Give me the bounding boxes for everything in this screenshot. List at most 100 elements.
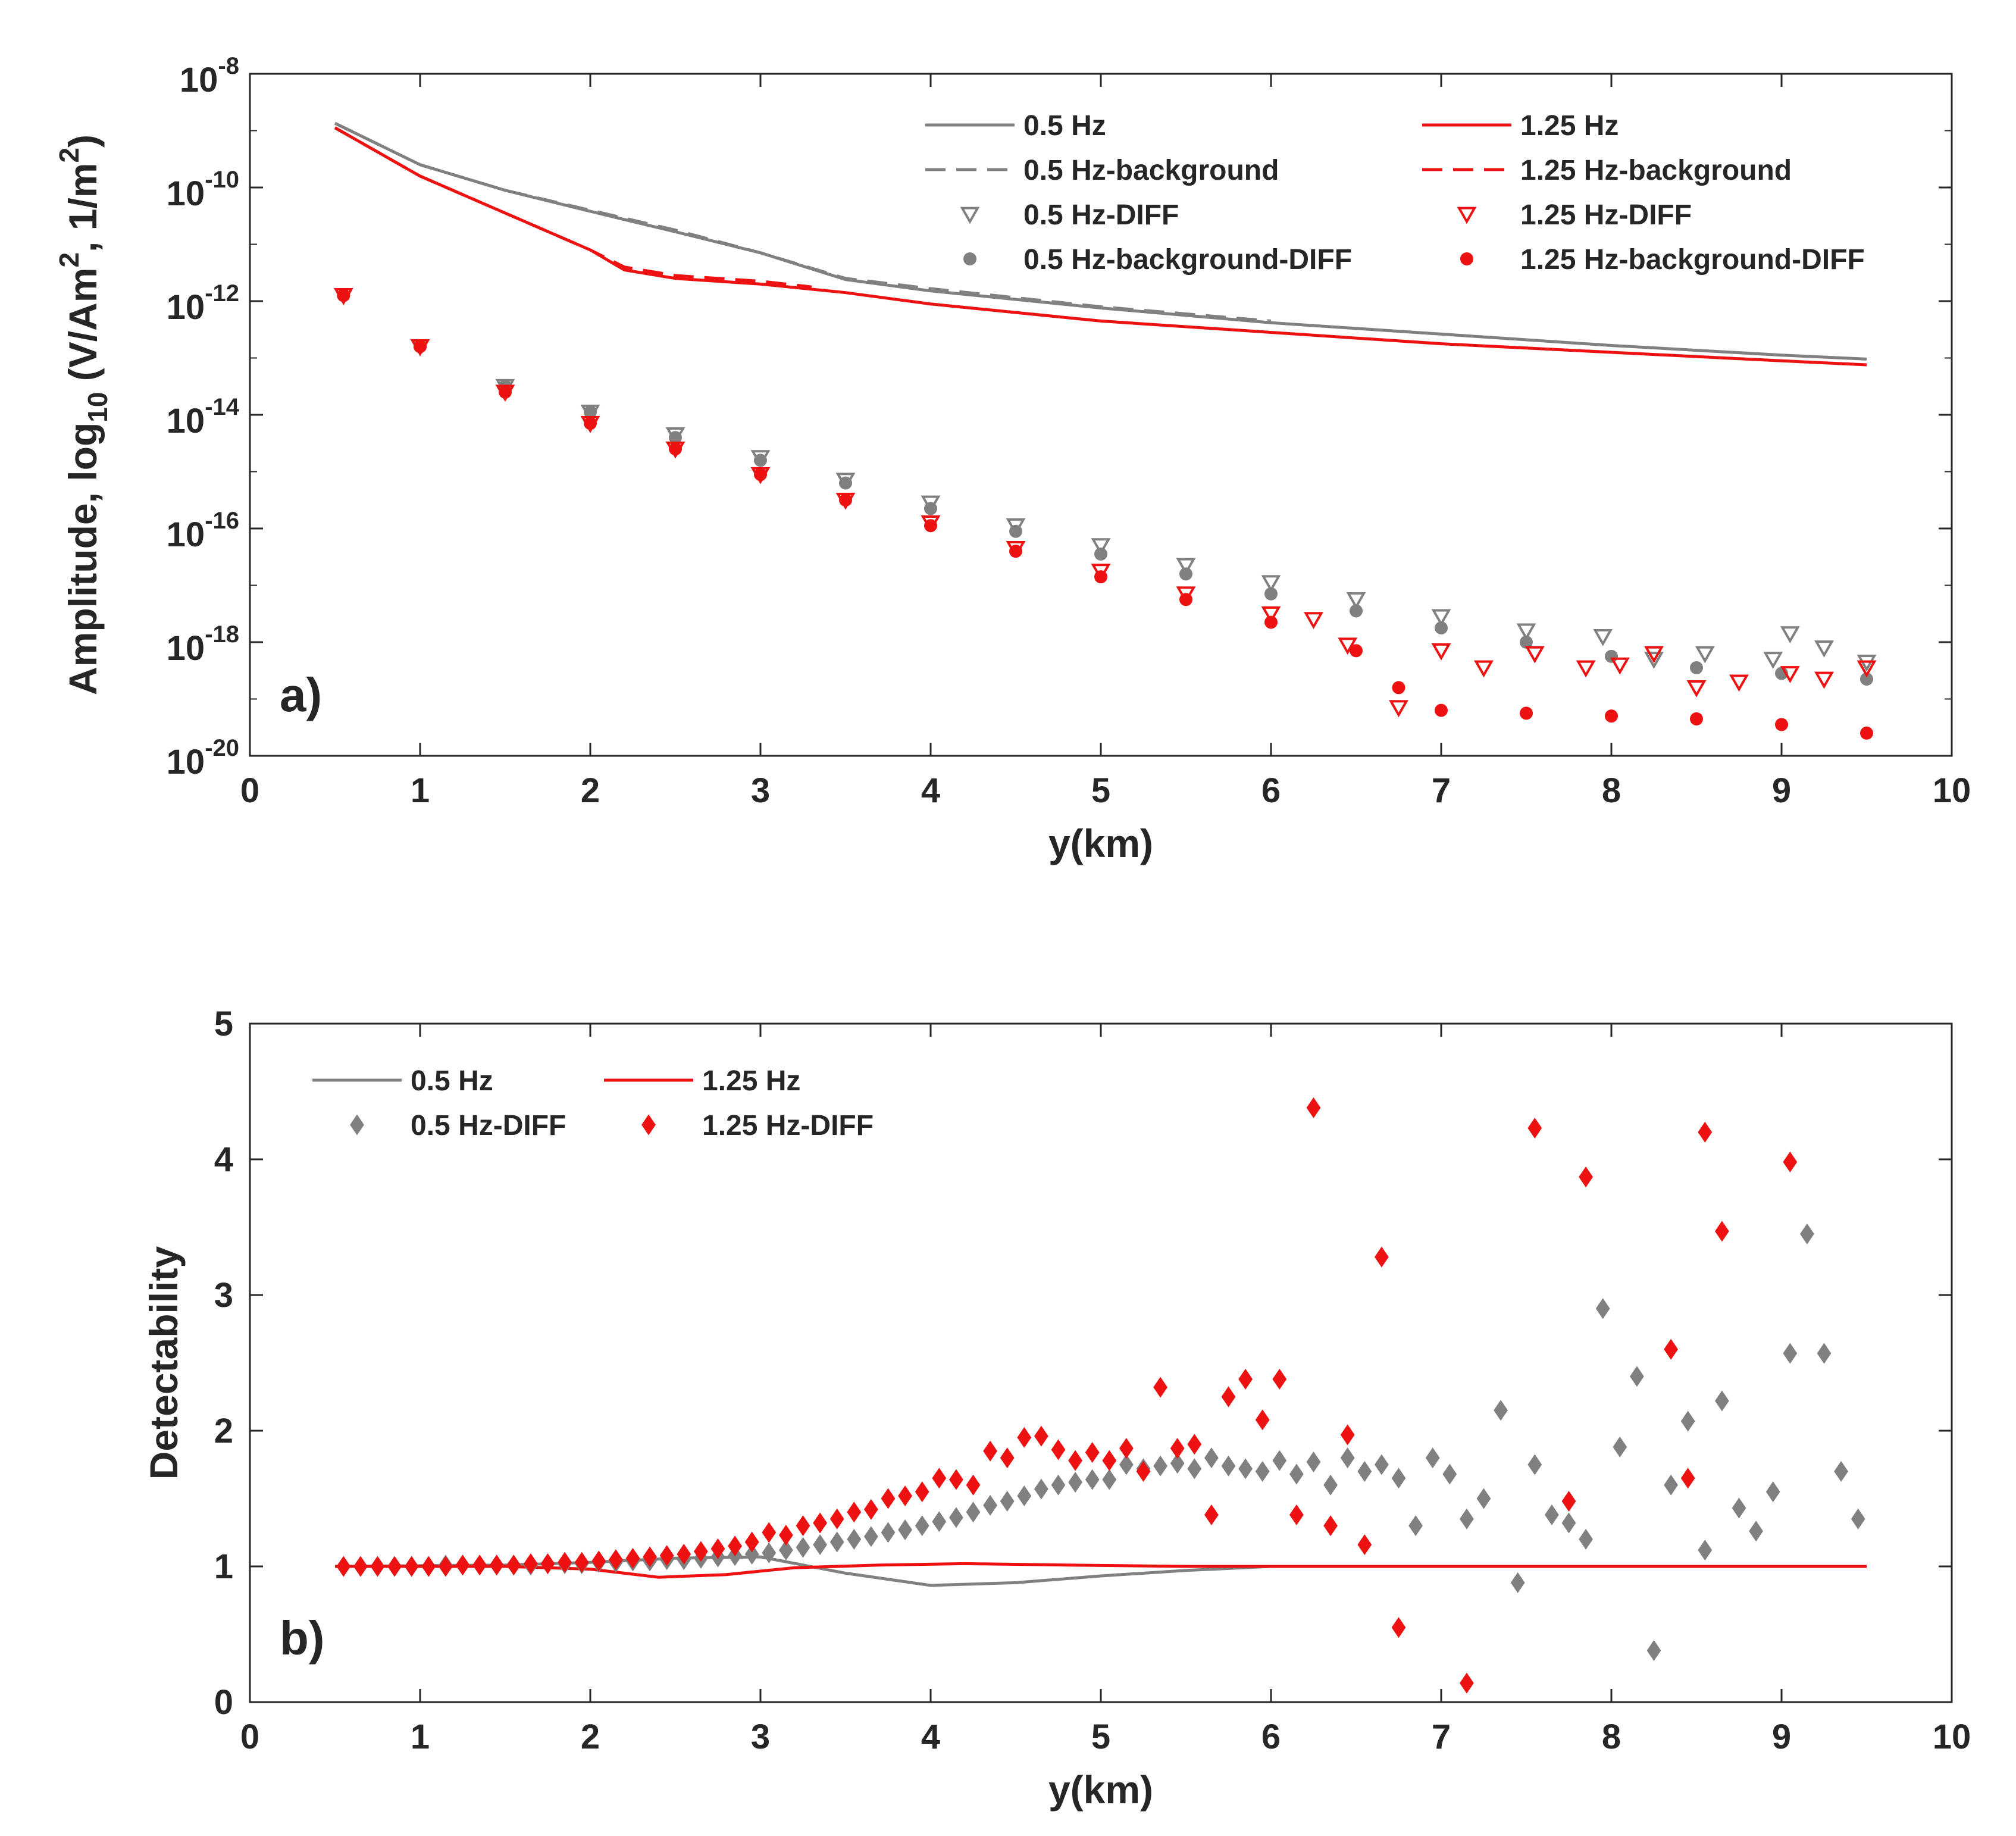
- marker-1-25-hz-diff: [1610, 657, 1630, 675]
- legend-label: 0.5 Hz: [411, 1065, 493, 1097]
- y-tick-label: 4: [214, 1140, 233, 1179]
- marker-0-5-hz-diff: [1102, 1469, 1117, 1490]
- y-tick-label: 10-10: [167, 167, 239, 213]
- marker-0-5-hz-diff: [1323, 1474, 1338, 1496]
- legend-entry: 0.5 Hz-background: [925, 155, 1279, 186]
- panel-a: 0 1 2 3 4 5 6 7 8 9 10 10-8 10-10 10-12 10-14 10-16 10-1…: [54, 53, 1971, 865]
- marker-1-25-hz-diff: [1068, 1450, 1082, 1471]
- marker-1-25-hz-diff: [1527, 1118, 1542, 1139]
- x-tick-label: 3: [751, 1718, 770, 1756]
- y-tick-label: 10-12: [167, 280, 239, 327]
- marker-1-25-hz-diff: [643, 1546, 657, 1568]
- marker-1-25-hz-diff: [574, 1552, 589, 1573]
- marker-1-25-hz-diff: [370, 1556, 385, 1577]
- marker-0-5-hz-diff: [1579, 1528, 1593, 1550]
- x-tick-label: 5: [1091, 771, 1110, 810]
- x-tick-label: 4: [921, 771, 940, 810]
- marker-0-5-hz-diff: [1425, 1447, 1440, 1469]
- marker-1-25-hz-diff: [1304, 612, 1323, 630]
- marker-0-5-hz-background-diff: [1009, 524, 1022, 538]
- legend-entry: 0.5 Hz-DIFF: [960, 199, 1179, 231]
- marker-0-5-hz-background-diff: [1094, 547, 1107, 561]
- marker-1-25-hz-diff: [898, 1485, 912, 1506]
- marker-0-5-hz-diff: [1510, 1572, 1525, 1593]
- marker-0-5-hz-diff: [1545, 1504, 1559, 1525]
- marker-0-5-hz-diff: [1695, 646, 1715, 664]
- marker-1-25-hz-diff: [1524, 646, 1545, 664]
- marker-1-25-hz-diff: [710, 1538, 725, 1559]
- marker-1-25-hz-diff: [1857, 660, 1877, 678]
- marker-0-5-hz-diff: [1783, 1343, 1798, 1364]
- marker-0-5-hz-background-diff: [1860, 673, 1873, 686]
- marker-1-25-hz-diff: [779, 1525, 793, 1546]
- x-tick-label: 10: [1933, 1718, 1971, 1756]
- marker-1-25-hz-background-diff: [754, 468, 767, 481]
- y-tick-label: 10-16: [167, 508, 239, 554]
- marker-0-5-hz-background-diff: [1264, 587, 1278, 600]
- marker-0-5-hz-diff: [1375, 1454, 1389, 1475]
- marker-1-25-hz-background-diff: [1605, 709, 1618, 723]
- marker-1-25-hz-diff: [1289, 1504, 1304, 1525]
- marker-0-5-hz-diff: [1814, 640, 1834, 658]
- marker-0-5-hz-diff: [1431, 609, 1451, 627]
- marker-1-25-hz-diff: [796, 1515, 810, 1537]
- marker-0-5-hz-diff: [813, 1534, 827, 1556]
- marker-0-5-hz-diff: [1346, 592, 1366, 609]
- marker-1-25-hz-diff: [1119, 1438, 1134, 1459]
- marker-1-25-hz-diff: [439, 1556, 453, 1577]
- marker-0-5-hz-background-diff: [1520, 636, 1533, 649]
- marker-0-5-hz-diff: [1085, 1469, 1100, 1490]
- marker-1-25-hz-diff: [591, 1550, 606, 1572]
- marker-1-25-hz-diff: [1238, 1368, 1253, 1390]
- marker-1-25-hz-diff: [1017, 1427, 1032, 1448]
- marker-0-5-hz-diff: [1763, 652, 1783, 670]
- x-tick-label: 2: [581, 771, 600, 810]
- marker-1-25-hz-diff: [1814, 671, 1834, 689]
- marker-0-5-hz-diff: [1593, 629, 1613, 646]
- marker-0-5-hz-background-diff: [1605, 649, 1618, 663]
- marker-1-25-hz-diff: [1338, 637, 1358, 655]
- marker-1-25-hz-diff: [336, 1556, 351, 1577]
- marker-1-25-hz-diff: [1085, 1441, 1100, 1463]
- marker-1-25-hz-background-diff: [584, 417, 597, 430]
- marker-0-5-hz-diff: [1261, 575, 1281, 593]
- marker-0-5-hz-diff: [1851, 1508, 1865, 1530]
- marker-1-25-hz-diff: [506, 1554, 521, 1576]
- y-tick-label: 10-20: [167, 735, 239, 781]
- marker-0-5-hz-diff: [1527, 1454, 1542, 1475]
- marker-0-5-hz-diff: [1170, 1453, 1185, 1474]
- series-group: [334, 1097, 1867, 1694]
- x-axis-label: y(km): [1048, 821, 1153, 865]
- marker-0-5-hz-diff: [1800, 1223, 1814, 1244]
- marker-1-25-hz-diff: [540, 1553, 555, 1574]
- x-axis-label: y(km): [1048, 1768, 1153, 1812]
- marker-0-5-hz-diff: [1664, 1474, 1678, 1496]
- marker-0-5-hz-diff: [1034, 1478, 1048, 1500]
- marker-0-5-hz-diff: [1204, 1447, 1219, 1469]
- marker-0-5-hz-background-diff: [1690, 661, 1703, 674]
- marker-0-5-hz-diff: [1340, 1447, 1355, 1469]
- marker-1-25-hz-diff: [983, 1440, 997, 1462]
- marker-0-5-hz-diff: [1187, 1458, 1202, 1480]
- marker-1-25-hz-diff: [1576, 660, 1596, 678]
- marker-1-25-hz-diff: [677, 1543, 691, 1565]
- marker-1-25-hz-diff: [472, 1554, 487, 1576]
- legend-label: 1.25 Hz-DIFF: [702, 1110, 874, 1141]
- marker-0-5-hz-diff: [1153, 1455, 1167, 1477]
- marker-1-25-hz-diff: [915, 1481, 929, 1503]
- marker-0-5-hz-diff: [1680, 1410, 1695, 1432]
- legend-label: 0.5 Hz-DIFF: [1023, 199, 1179, 231]
- y-tick-label: 1: [214, 1547, 233, 1586]
- marker-1-25-hz-diff: [1272, 1368, 1287, 1390]
- marker-1-25-hz-diff: [694, 1541, 708, 1562]
- legend-entry: 1.25 Hz: [604, 1065, 800, 1097]
- y-tick-label: 0: [214, 1683, 233, 1722]
- marker-1-25-hz-background-diff: [1520, 706, 1533, 720]
- marker-0-5-hz-background-diff: [754, 453, 767, 467]
- marker-0-5-hz-diff: [983, 1494, 997, 1516]
- marker-1-25-hz-diff: [1357, 1534, 1372, 1556]
- marker-1-25-hz-diff: [1698, 1121, 1713, 1143]
- marker-0-5-hz-diff: [915, 1515, 929, 1537]
- x-tick-label: 1: [411, 771, 430, 810]
- marker-1-25-hz-diff: [762, 1522, 777, 1543]
